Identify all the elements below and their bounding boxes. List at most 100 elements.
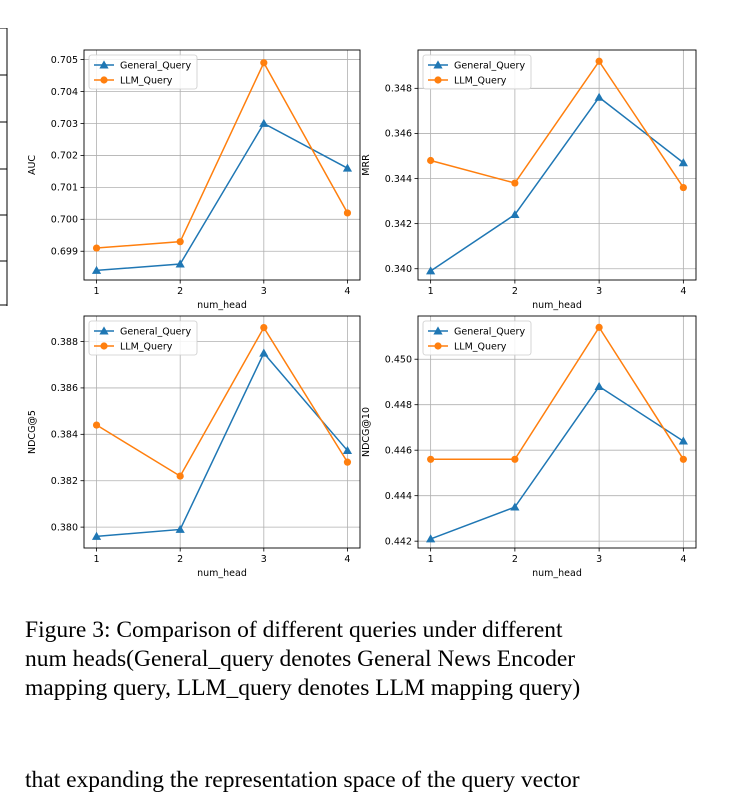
legend: General_Query LLM_Query	[88, 320, 198, 356]
data-point	[426, 266, 436, 275]
series-line	[96, 326, 349, 478]
data-point	[594, 92, 604, 101]
legend-label: LLM_Query	[454, 341, 507, 352]
y-axis-label: MRR	[361, 154, 372, 176]
y-tick-label: 0.382	[51, 476, 78, 487]
data-point	[426, 534, 436, 543]
data-point	[595, 57, 603, 65]
x-axis-label: num_head	[197, 568, 247, 579]
data-point	[259, 118, 269, 127]
data-point	[511, 455, 519, 463]
axes-frame	[417, 315, 697, 549]
x-tick-label: 4	[680, 286, 686, 297]
data-point	[595, 323, 603, 331]
caption-line: mapping query, LLM_query denotes LLM map…	[25, 675, 581, 701]
x-tick-label: 1	[428, 554, 434, 565]
axes-frame	[83, 315, 361, 549]
legend-swatch-marker	[434, 76, 442, 84]
data-point	[427, 455, 435, 463]
x-tick-label: 3	[261, 286, 267, 297]
legend-box	[88, 54, 198, 90]
x-tick-label: 2	[512, 554, 518, 565]
y-tick-label: 0.348	[385, 84, 412, 95]
x-tick-label: 4	[344, 554, 350, 565]
y-tick-label: 0.386	[51, 383, 78, 394]
legend-swatch-marker	[434, 342, 442, 350]
data-point	[176, 472, 184, 480]
x-tick-label: 1	[428, 286, 434, 297]
series-line	[430, 385, 684, 540]
y-tick-label: 0.346	[385, 129, 412, 140]
legend-label: General_Query	[120, 326, 191, 337]
legend-box	[422, 320, 532, 356]
data-point	[260, 59, 268, 67]
x-tick-label: 1	[94, 286, 100, 297]
y-tick-label: 0.442	[385, 536, 412, 547]
chart-panel: 1 2 3 4 0.340 0.342 0.344 0.346 0.348 num_head MRR…	[361, 49, 697, 311]
caption-line: Figure 3: Comparison of different querie…	[25, 617, 563, 643]
data-point	[679, 455, 687, 463]
data-point	[510, 210, 520, 219]
data-point	[678, 436, 688, 445]
y-tick-label: 0.446	[385, 445, 412, 456]
figure-panels: 1 2 3 4 0.699 0.700 0.701 0.702 0.703 0.704 0.705 n…	[27, 49, 697, 579]
data-point	[260, 324, 268, 332]
x-axis-label: num_head	[532, 568, 582, 579]
series-line	[96, 351, 349, 538]
legend-label: LLM_Query	[454, 75, 507, 86]
legend-swatch-marker	[433, 326, 443, 335]
x-tick-label: 2	[512, 286, 518, 297]
data-point	[91, 531, 102, 540]
y-tick-label: 0.702	[51, 151, 78, 162]
legend-label: LLM_Query	[120, 75, 173, 86]
data-point	[678, 158, 688, 167]
x-tick-label: 2	[177, 554, 183, 565]
y-tick-label: 0.701	[51, 183, 78, 194]
data-point	[176, 238, 184, 246]
figure-caption: Figure 3: Comparison of different querie…	[25, 616, 688, 703]
y-tick-label: 0.388	[51, 337, 78, 348]
y-tick-label: 0.705	[51, 55, 78, 66]
legend-label: General_Query	[454, 60, 525, 71]
legend-label: LLM_Query	[120, 341, 173, 352]
series-line	[96, 61, 349, 249]
legend-swatch-marker	[99, 326, 109, 335]
axes-frame	[83, 49, 361, 281]
y-tick-label: 0.450	[385, 355, 412, 366]
y-tick-label: 0.700	[51, 215, 78, 226]
x-tick-label: 2	[177, 286, 183, 297]
data-point	[175, 259, 185, 268]
series-line	[430, 96, 684, 272]
legend-swatch-marker	[433, 60, 443, 69]
data-point	[175, 524, 185, 533]
data-point	[511, 179, 519, 187]
data-point	[594, 381, 604, 390]
legend-swatch-marker	[100, 342, 108, 350]
y-tick-label: 0.703	[51, 119, 78, 130]
legend-swatch-marker	[99, 60, 109, 69]
legend-box	[88, 320, 198, 356]
y-tick-label: 0.342	[385, 219, 412, 230]
series-line	[96, 122, 348, 272]
series-line	[430, 325, 684, 461]
chart-panel: 1 2 3 4 0.380 0.382 0.384 0.386 0.388 num_head NDC…	[27, 315, 361, 579]
x-tick-label: 4	[344, 286, 350, 297]
y-tick-label: 0.380	[51, 522, 78, 533]
data-point	[510, 502, 520, 511]
x-tick-label: 3	[596, 554, 602, 565]
legend: General_Query LLM_Query	[422, 54, 532, 90]
data-point	[342, 445, 353, 455]
y-tick-label: 0.384	[51, 430, 78, 441]
cropped-table-edge	[0, 28, 8, 306]
data-point	[427, 156, 435, 165]
axes-frame	[417, 49, 697, 281]
x-tick-label: 1	[94, 554, 100, 565]
data-point	[91, 265, 102, 274]
data-point	[342, 163, 353, 172]
data-point	[259, 348, 269, 357]
legend-label: General_Query	[454, 326, 525, 337]
y-tick-label: 0.704	[51, 87, 78, 98]
y-axis-label: NDCG@10	[361, 407, 372, 457]
y-tick-label: 0.448	[385, 400, 412, 411]
y-axis-label: NDCG@5	[27, 410, 38, 454]
